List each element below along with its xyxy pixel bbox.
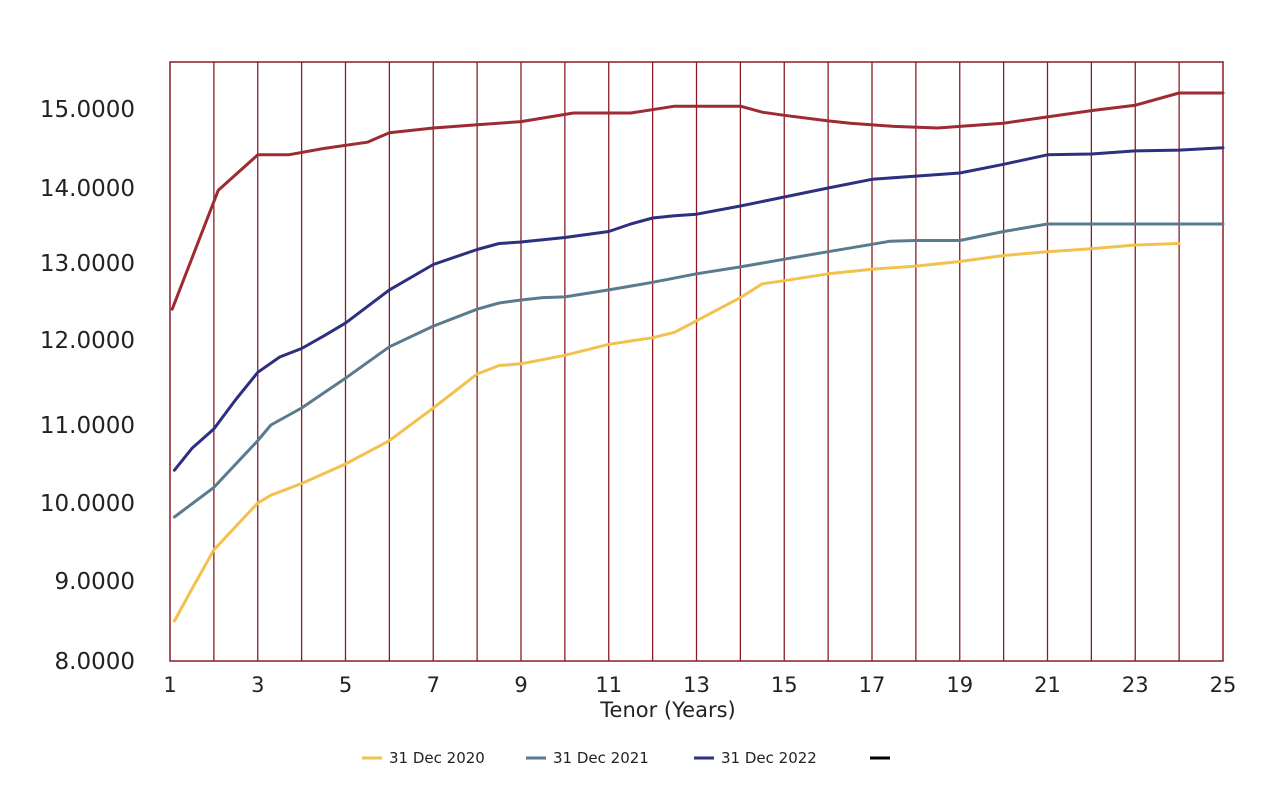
- legend: 31 Dec 2020 31 Dec 2021 31 Dec 2022: [362, 749, 890, 767]
- series-line-4: [170, 91, 1225, 311]
- x-tick-label: 11: [595, 673, 622, 697]
- plot-area: [169, 61, 1224, 662]
- x-tick-label: 3: [251, 673, 264, 697]
- legend-label: 31 Dec 2020: [389, 749, 485, 767]
- y-axis-ticks: 8.0000 9.0000 10.0000 11.0000 12.0000 13.0000…: [40, 97, 135, 675]
- y-tick-label: 10.0000: [40, 491, 135, 517]
- series-line-1: [172, 242, 1181, 623]
- x-tick-label: 17: [859, 673, 886, 697]
- x-tick-label: 21: [1034, 673, 1061, 697]
- plot-border: [169, 61, 1224, 662]
- grid-lines: [213, 62, 1180, 661]
- y-tick-label: 13.0000: [40, 251, 135, 277]
- legend-item: 31 Dec 2022: [694, 749, 817, 767]
- y-tick-label: 9.0000: [55, 569, 135, 595]
- x-tick-label: 5: [339, 673, 352, 697]
- legend-item: 31 Dec 2020: [362, 749, 485, 767]
- x-tick-label: 9: [514, 673, 527, 697]
- y-tick-label: 11.0000: [40, 413, 135, 439]
- x-axis-label: Tenor (Years): [599, 698, 735, 722]
- x-tick-label: 25: [1210, 673, 1237, 697]
- x-tick-label: 19: [946, 673, 973, 697]
- y-tick-label: 8.0000: [55, 649, 135, 675]
- legend-label: 31 Dec 2021: [553, 749, 649, 767]
- series-line-3: [172, 146, 1225, 472]
- x-axis-ticks: 1 3 5 7 9 11 13 15 17 19 21 23 25: [163, 673, 1236, 697]
- legend-item: 31 Dec 2021: [526, 749, 649, 767]
- x-tick-label: 1: [163, 673, 176, 697]
- y-tick-label: 15.0000: [40, 97, 135, 123]
- legend-label: 31 Dec 2022: [721, 749, 817, 767]
- x-tick-label: 7: [427, 673, 440, 697]
- y-tick-label: 14.0000: [40, 176, 135, 202]
- series-lines: [170, 91, 1225, 623]
- x-tick-label: 23: [1122, 673, 1149, 697]
- x-tick-label: 13: [683, 673, 710, 697]
- series-line-2: [172, 222, 1225, 519]
- y-tick-label: 12.0000: [40, 328, 135, 354]
- x-tick-label: 15: [771, 673, 798, 697]
